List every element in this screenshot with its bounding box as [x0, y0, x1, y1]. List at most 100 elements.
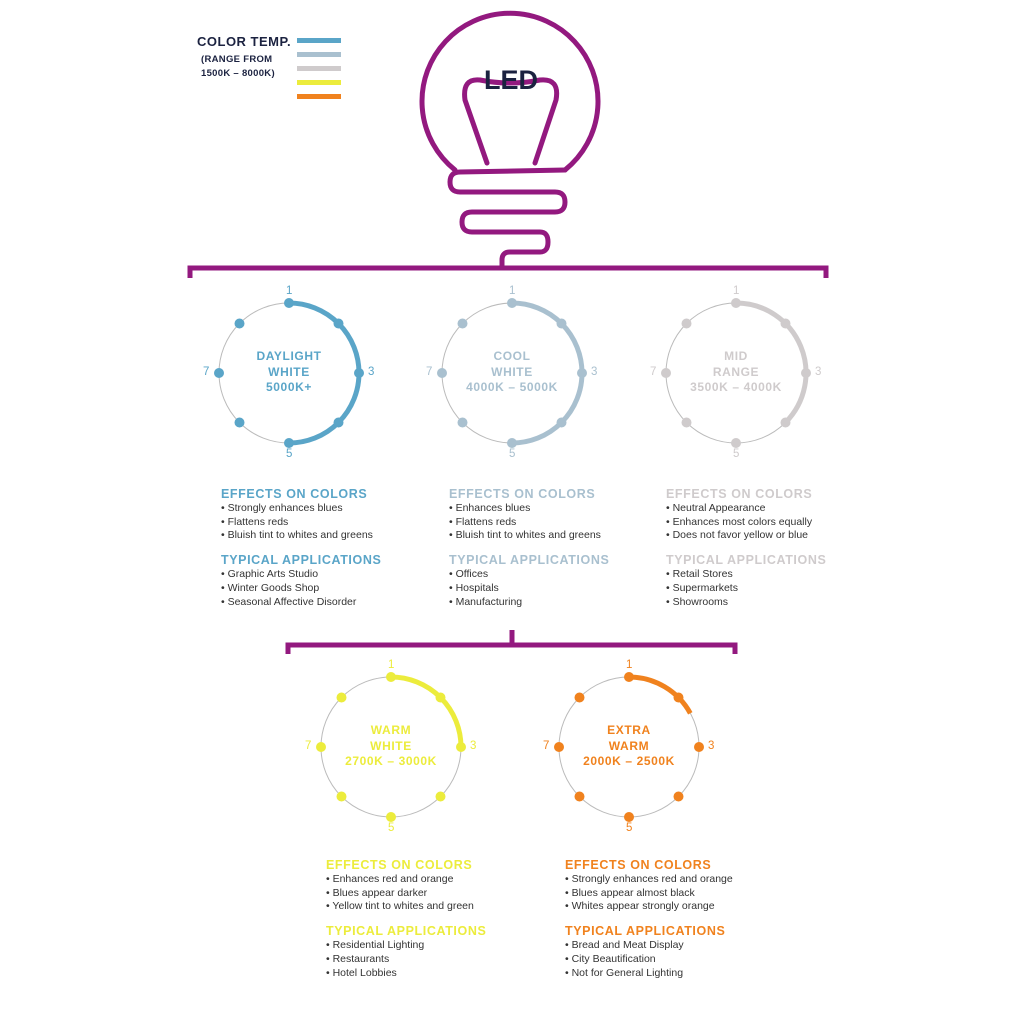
dial-number-5: 5 — [733, 448, 740, 460]
dial-dot — [624, 812, 634, 822]
dial-3 — [316, 672, 466, 822]
list-item: Yellow tint to whites and green — [326, 900, 556, 914]
bottom-bracket — [285, 630, 738, 654]
legend-title: COLOR TEMP. — [197, 34, 292, 49]
dial-dot — [214, 368, 224, 378]
dial-number-5: 5 — [388, 822, 395, 834]
legend-subtitle: (RANGE FROM 1500K – 8000K) — [201, 53, 275, 81]
applications-list: Retail StoresSupermarketsShowrooms — [666, 568, 896, 609]
category-name-line1: MID — [724, 349, 748, 363]
category-details: EFFECTS ON COLORSEnhances red and orange… — [326, 858, 556, 990]
dial-number-7: 7 — [650, 366, 657, 378]
list-item: Enhances red and orange — [326, 873, 556, 887]
effects-heading: EFFECTS ON COLORS — [565, 858, 712, 872]
dial-dot — [386, 812, 396, 822]
dial-dot — [333, 417, 344, 428]
dial-dot — [354, 368, 364, 378]
dial-dot — [780, 417, 791, 428]
list-item: Blues appear darker — [326, 887, 556, 901]
category-name-line2: WHITE — [268, 364, 310, 379]
dial-dot — [673, 692, 684, 703]
category-name: MID RANGE 3500K – 4000K — [656, 349, 816, 396]
dial-number-1: 1 — [286, 285, 293, 297]
dial-dot — [457, 318, 468, 329]
dial-dot — [456, 742, 466, 752]
list-item: Manufacturing — [449, 596, 679, 610]
category-name-line1: COOL — [493, 349, 531, 363]
legend-swatch — [297, 52, 341, 57]
dial-2 — [661, 298, 811, 448]
dial-arc — [735, 300, 809, 425]
category-name-line2: RANGE — [712, 364, 760, 379]
dial-number-7: 7 — [543, 740, 550, 752]
dial-dot — [574, 791, 585, 802]
dial-dot — [694, 742, 704, 752]
list-item: Whites appear strongly orange — [565, 900, 795, 914]
dial-dot — [556, 318, 567, 329]
dial-dot — [556, 417, 567, 428]
dial-dot — [336, 692, 347, 703]
legend-subtitle-line1: (RANGE FROM — [201, 54, 273, 65]
dials — [214, 298, 811, 822]
dial-dot — [437, 368, 447, 378]
bulb-label: LED — [484, 65, 538, 95]
list-item: Does not favor yellow or blue — [666, 529, 896, 543]
dial-number-3: 3 — [815, 366, 822, 378]
dial-dot — [780, 318, 791, 329]
category-range: 5000K+ — [266, 380, 312, 394]
list-item: Strongly enhances red and orange — [565, 873, 795, 887]
dial-number-3: 3 — [708, 740, 715, 752]
dial-dot — [386, 672, 396, 682]
dial-dot — [577, 368, 587, 378]
applications-heading: TYPICAL APPLICATIONS — [666, 553, 827, 568]
list-item: Enhances most colors equally — [666, 516, 896, 530]
effects-heading: EFFECTS ON COLORS — [449, 487, 596, 501]
applications-heading: TYPICAL APPLICATIONS — [221, 553, 382, 568]
dial-dot — [284, 438, 294, 448]
category-name-line2: WHITE — [491, 364, 533, 379]
category-details: EFFECTS ON COLORSStrongly enhances blues… — [221, 487, 451, 619]
dial-dot — [234, 318, 245, 329]
dial-dot — [661, 368, 671, 378]
bulb-glass — [419, 10, 601, 173]
dial-dot — [673, 791, 684, 802]
dial-number-5: 5 — [509, 448, 516, 460]
applications-list: Residential LightingRestaurantsHotel Lob… — [326, 939, 556, 980]
effects-list: Enhances red and orangeBlues appear dark… — [326, 873, 556, 914]
dial-number-1: 1 — [626, 659, 633, 671]
bulb-base — [447, 167, 568, 271]
dial-dot — [681, 318, 692, 329]
top-bracket — [187, 265, 829, 278]
category-name-line1: DAYLIGHT — [256, 349, 322, 363]
effects-list: Neutral AppearanceEnhances most colors e… — [666, 502, 896, 543]
dial-dot — [333, 318, 344, 329]
list-item: Blues appear almost black — [565, 887, 795, 901]
list-item: Bluish tint to whites and greens — [221, 529, 451, 543]
dial-dot — [731, 438, 741, 448]
dial-dot — [731, 298, 741, 308]
category-range: 2000K – 2500K — [583, 754, 675, 768]
applications-list: Bread and Meat DisplayCity Beautificatio… — [565, 939, 795, 980]
bulb-filament — [462, 77, 560, 166]
effects-list: Strongly enhances red and orangeBlues ap… — [565, 873, 795, 914]
list-item: Strongly enhances blues — [221, 502, 451, 516]
dial-arc — [628, 674, 693, 715]
dial-dot — [316, 742, 326, 752]
dial-dot — [801, 368, 811, 378]
dial-number-3: 3 — [368, 366, 375, 378]
legend-subtitle-line2: 1500K – 8000K) — [201, 68, 275, 79]
legend-swatch — [297, 38, 341, 43]
list-item: Bluish tint to whites and greens — [449, 529, 679, 543]
list-item: Residential Lighting — [326, 939, 556, 953]
effects-list: Enhances bluesFlattens redsBluish tint t… — [449, 502, 679, 543]
dial-dot — [554, 742, 564, 752]
applications-heading: TYPICAL APPLICATIONS — [326, 924, 487, 939]
effects-heading: EFFECTS ON COLORS — [221, 487, 368, 501]
effects-list: Strongly enhances bluesFlattens redsBlui… — [221, 502, 451, 543]
list-item: Supermarkets — [666, 582, 896, 596]
list-item: Bread and Meat Display — [565, 939, 795, 953]
list-item: Graphic Arts Studio — [221, 568, 451, 582]
category-name: EXTRA WARM 2000K – 2500K — [549, 723, 709, 770]
category-details: EFFECTS ON COLORSStrongly enhances red a… — [565, 858, 795, 990]
